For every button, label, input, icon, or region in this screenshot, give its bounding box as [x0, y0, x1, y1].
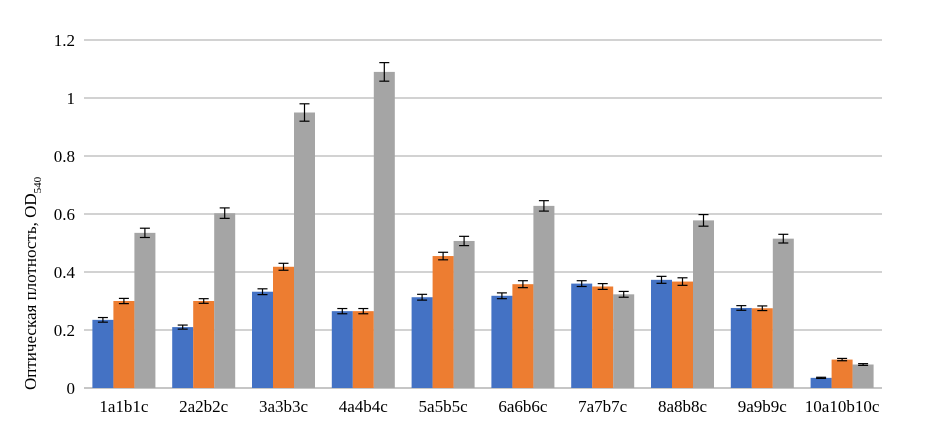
x-axis-ticks: 1a1b1c 2a2b2c 3a3b3c 4a4b4c 5a5b5c 6a6b6c 7a7b…	[99, 397, 879, 416]
bar	[672, 281, 693, 388]
error-bar	[837, 357, 848, 362]
bar	[134, 232, 156, 388]
error-bar	[438, 251, 449, 261]
error-bar	[257, 288, 268, 296]
error-bar	[177, 324, 188, 330]
error-bar	[198, 298, 209, 304]
error-bar	[677, 277, 688, 286]
bar	[772, 238, 794, 388]
bar	[592, 286, 614, 388]
x-tick-label: 5a5b5c	[419, 397, 469, 416]
y-axis-ticks: 0 0.2 0.4 0.6 0.8 1 1.2	[54, 31, 76, 398]
bar	[751, 308, 773, 388]
bar	[613, 294, 635, 388]
error-bar	[299, 103, 310, 122]
y-tick-label: 0.6	[54, 205, 75, 224]
error-bar	[698, 213, 709, 227]
bar	[92, 319, 114, 388]
y-tick-label: 1	[67, 89, 76, 108]
x-tick-label: 2a2b2c	[179, 397, 229, 416]
y-tick-label: 0.2	[54, 321, 75, 340]
error-bar	[757, 305, 768, 312]
bar	[172, 327, 194, 388]
error-bar	[858, 363, 869, 366]
bar-groups	[92, 71, 874, 389]
bar	[651, 279, 672, 388]
error-bar	[118, 297, 129, 305]
x-tick-label: 7a7b7c	[578, 397, 628, 416]
y-axis-title: Оптическая плотность, OD540	[21, 176, 44, 390]
x-tick-label: 1a1b1c	[99, 397, 149, 416]
y-tick-label: 1.2	[54, 31, 75, 50]
bar	[193, 301, 215, 388]
bar	[352, 311, 374, 388]
bar	[512, 284, 534, 388]
x-tick-label: 9a9b9c	[738, 397, 788, 416]
bar	[571, 283, 593, 388]
error-bar	[597, 283, 608, 290]
y-axis-title-text: Оптическая плотность, OD	[21, 193, 40, 390]
error-bar	[496, 292, 507, 300]
error-bar	[417, 293, 428, 301]
x-tick-label: 6a6b6c	[498, 397, 548, 416]
error-bar	[337, 307, 348, 315]
error-bar	[379, 62, 390, 82]
error-bar	[278, 262, 289, 271]
bar	[831, 359, 853, 388]
bar	[331, 311, 353, 388]
y-tick-label: 0.8	[54, 147, 75, 166]
error-bars	[97, 62, 869, 380]
error-bar	[736, 305, 747, 311]
bar	[252, 291, 273, 388]
error-bar	[97, 316, 108, 323]
bar	[453, 240, 475, 388]
bar	[373, 71, 395, 389]
bar	[852, 364, 874, 388]
error-bar	[778, 233, 789, 244]
bar	[411, 297, 433, 388]
bar	[214, 213, 236, 388]
bar	[491, 295, 513, 388]
error-bar	[618, 290, 629, 298]
error-bar	[459, 235, 470, 247]
bar	[730, 307, 752, 388]
error-bar	[656, 275, 667, 284]
bar	[113, 301, 135, 388]
error-bar	[816, 376, 827, 380]
y-tick-label: 0.4	[54, 263, 76, 282]
bar	[432, 256, 454, 388]
error-bar	[517, 280, 528, 289]
bar	[294, 112, 315, 388]
x-tick-label: 4a4b4c	[339, 397, 389, 416]
error-bar	[219, 207, 230, 219]
x-tick-label: 10a10b10c	[805, 397, 880, 416]
y-axis-title-subscript: 540	[32, 176, 44, 193]
x-tick-label: 8a8b8c	[658, 397, 708, 416]
error-bar	[139, 227, 150, 239]
bar	[273, 266, 294, 388]
x-tick-label: 3a3b3c	[259, 397, 309, 416]
bar	[810, 377, 832, 388]
bar	[533, 205, 555, 388]
error-bar	[538, 200, 549, 212]
bar	[693, 220, 714, 388]
error-bar	[576, 280, 587, 288]
y-tick-label: 0	[67, 379, 76, 398]
error-bar	[358, 307, 369, 315]
